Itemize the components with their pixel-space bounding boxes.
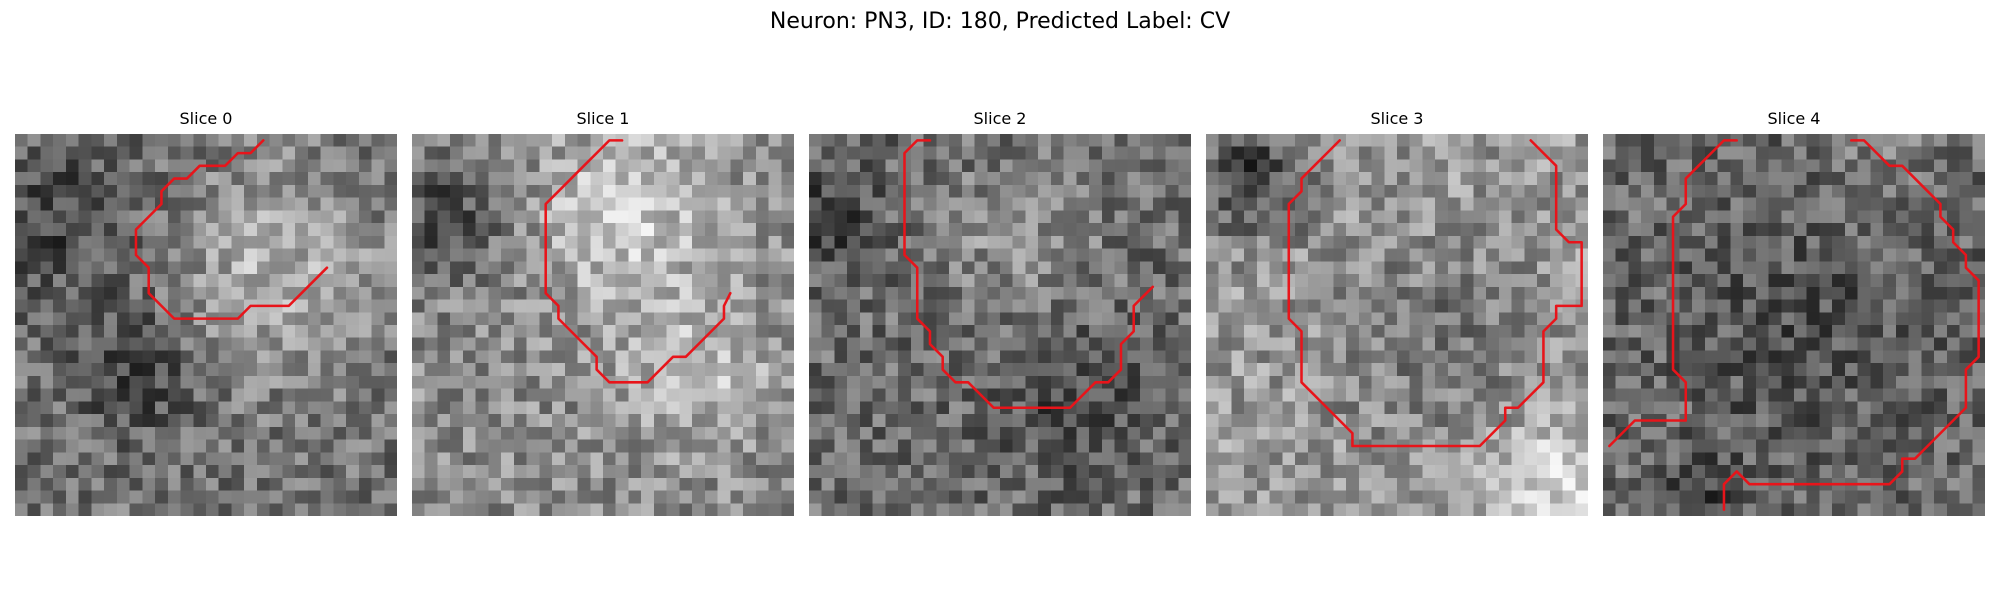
slice-image: [412, 134, 794, 516]
slice-panel-0: Slice 0: [15, 108, 397, 520]
pixel-grid: [412, 134, 794, 516]
slice-panel-4: Slice 4: [1603, 108, 1985, 520]
segmentation-contour: [1608, 139, 1738, 448]
slice-panel-3: Slice 3: [1206, 108, 1588, 520]
figure-title: Neuron: PN3, ID: 180, Predicted Label: C…: [769, 9, 1231, 34]
slice-image: [809, 134, 1191, 516]
slice-panel-1: Slice 1: [412, 108, 794, 520]
slice-image: [1206, 134, 1588, 516]
slice-title: Slice 3: [1370, 109, 1424, 128]
pixel-grid: [809, 134, 1191, 516]
pixel-grid: [15, 134, 397, 516]
pixel-grid: [1206, 134, 1588, 516]
slice-panel-2: Slice 2: [809, 108, 1191, 520]
segmentation-contour: [1287, 139, 1583, 448]
slice-title: Slice 2: [973, 109, 1027, 128]
slice-image: [15, 134, 397, 516]
slice-title: Slice 4: [1767, 109, 1821, 128]
segmentation-contour: [134, 139, 329, 320]
slice-title: Slice 1: [576, 109, 630, 128]
segmentation-contour: [544, 139, 732, 384]
segmentation-contour: [903, 139, 1155, 410]
slice-image: [1603, 134, 1985, 516]
slice-title: Slice 0: [179, 109, 233, 128]
segmentation-contour: [1722, 139, 1980, 511]
